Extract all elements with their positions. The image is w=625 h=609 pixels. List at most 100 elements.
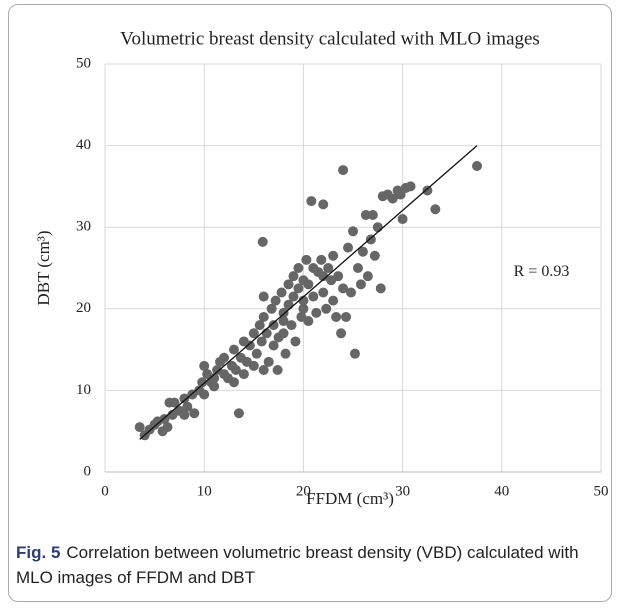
point	[272, 365, 283, 375]
point	[280, 348, 291, 359]
point	[258, 311, 269, 322]
point	[348, 226, 358, 237]
point	[301, 254, 312, 265]
point	[422, 185, 433, 196]
point	[303, 316, 314, 327]
point	[288, 271, 299, 282]
point	[270, 295, 281, 306]
point	[189, 408, 200, 419]
point	[230, 365, 241, 375]
point	[258, 291, 269, 302]
point	[179, 393, 190, 404]
point	[367, 209, 378, 220]
point	[251, 348, 262, 359]
point	[311, 307, 322, 318]
point	[219, 352, 230, 363]
point	[197, 377, 208, 388]
point	[306, 196, 317, 207]
point	[199, 389, 210, 400]
point	[321, 303, 332, 314]
point	[355, 279, 366, 290]
point	[283, 279, 294, 290]
point	[278, 328, 289, 339]
point	[254, 320, 265, 331]
point	[293, 283, 304, 294]
point	[244, 340, 255, 351]
point	[303, 279, 314, 290]
point	[472, 161, 482, 171]
point	[336, 328, 347, 339]
point	[288, 291, 299, 302]
point	[276, 287, 287, 298]
point	[209, 373, 220, 384]
point	[228, 377, 239, 388]
point	[228, 344, 239, 355]
x-tick-label: 10	[197, 483, 212, 499]
point	[369, 250, 380, 261]
point	[162, 422, 173, 433]
point	[258, 365, 269, 375]
x-tick-label: 40	[494, 483, 509, 499]
point	[256, 336, 267, 347]
point	[430, 204, 441, 215]
point	[159, 413, 170, 424]
point	[238, 369, 249, 380]
figure-frame	[8, 4, 612, 602]
point	[362, 271, 373, 282]
point	[333, 271, 344, 282]
point	[405, 181, 416, 192]
point	[199, 360, 210, 371]
point	[349, 348, 360, 359]
point	[365, 234, 376, 245]
point	[360, 209, 371, 220]
point	[263, 356, 274, 367]
point	[233, 408, 244, 419]
point	[318, 287, 329, 298]
point	[331, 311, 342, 322]
point	[298, 303, 309, 314]
point	[328, 295, 339, 306]
x-tick-label: 0	[101, 483, 109, 499]
point	[375, 283, 386, 294]
trend-line	[139, 145, 478, 440]
point	[352, 263, 363, 273]
point	[397, 214, 408, 225]
chart-title: Volumetric breast density calculated wit…	[120, 28, 540, 49]
x-tick-label: 50	[594, 483, 609, 499]
point	[248, 360, 259, 371]
caption-label: Fig. 5	[16, 543, 61, 562]
point	[268, 320, 279, 331]
point	[338, 165, 349, 176]
point	[248, 328, 259, 339]
y-axis-label: DBT (cm³)	[34, 230, 53, 305]
point	[209, 381, 220, 392]
x-tick-label: 30	[395, 483, 410, 499]
x-tick-label: 20	[296, 483, 311, 499]
point	[328, 250, 339, 261]
point	[290, 336, 301, 347]
y-tick-label: 30	[76, 219, 91, 235]
point	[308, 291, 319, 302]
annotation: R = 0.93	[514, 263, 570, 280]
point	[318, 271, 329, 282]
point	[343, 242, 354, 253]
point	[316, 254, 327, 265]
point	[179, 409, 190, 420]
point	[266, 303, 277, 314]
y-tick-label: 20	[76, 300, 91, 316]
point	[341, 311, 352, 322]
point	[318, 199, 329, 210]
point	[182, 401, 193, 412]
point	[278, 316, 289, 327]
point	[268, 340, 279, 351]
chart: Volumetric breast density calculated wit…	[34, 28, 609, 508]
point	[357, 246, 368, 257]
y-tick-label: 40	[76, 137, 91, 153]
point	[338, 283, 349, 294]
point	[372, 222, 383, 233]
point	[323, 263, 334, 273]
y-tick-label: 0	[84, 463, 92, 479]
y-tick-label: 10	[76, 382, 91, 398]
caption-text: Correlation between volumetric breast de…	[16, 543, 579, 587]
